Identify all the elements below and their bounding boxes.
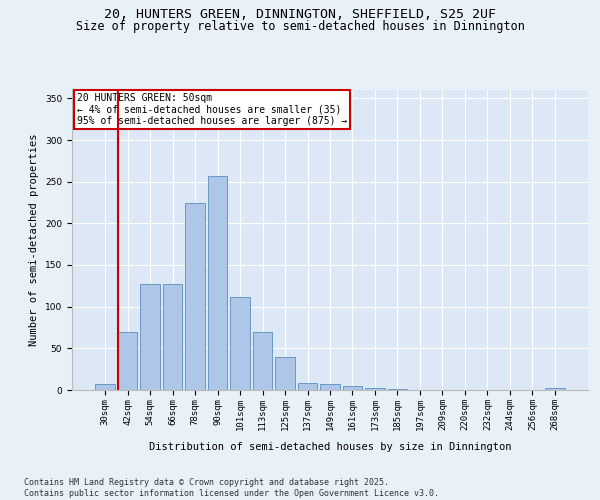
- Bar: [388, 389, 407, 390]
- Bar: [320, 384, 340, 390]
- Bar: [275, 356, 295, 390]
- Bar: [230, 296, 250, 390]
- Bar: [163, 284, 182, 390]
- Text: 20 HUNTERS GREEN: 50sqm
← 4% of semi-detached houses are smaller (35)
95% of sem: 20 HUNTERS GREEN: 50sqm ← 4% of semi-det…: [77, 93, 347, 126]
- Bar: [140, 284, 160, 390]
- Bar: [365, 388, 385, 390]
- Bar: [298, 382, 317, 390]
- Bar: [208, 176, 227, 390]
- Text: Size of property relative to semi-detached houses in Dinnington: Size of property relative to semi-detach…: [76, 20, 524, 33]
- Bar: [95, 384, 115, 390]
- Bar: [118, 332, 137, 390]
- Text: Contains HM Land Registry data © Crown copyright and database right 2025.
Contai: Contains HM Land Registry data © Crown c…: [24, 478, 439, 498]
- Bar: [253, 332, 272, 390]
- Text: 20, HUNTERS GREEN, DINNINGTON, SHEFFIELD, S25 2UF: 20, HUNTERS GREEN, DINNINGTON, SHEFFIELD…: [104, 8, 496, 20]
- Bar: [343, 386, 362, 390]
- Bar: [545, 388, 565, 390]
- Bar: [185, 202, 205, 390]
- Text: Distribution of semi-detached houses by size in Dinnington: Distribution of semi-detached houses by …: [149, 442, 511, 452]
- Y-axis label: Number of semi-detached properties: Number of semi-detached properties: [29, 134, 40, 346]
